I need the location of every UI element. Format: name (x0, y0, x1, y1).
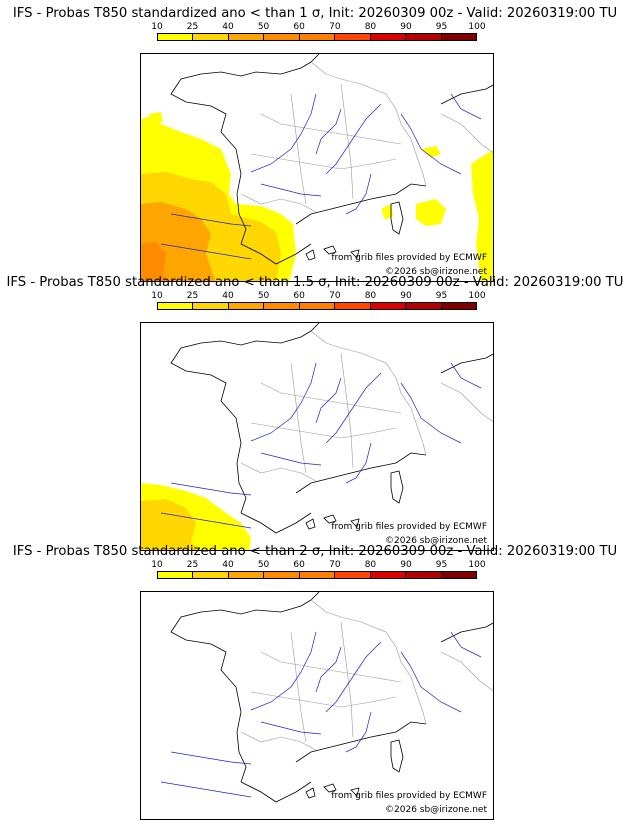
tick-label: 50 (257, 22, 270, 32)
panel-title: IFS - Probas T850 standardized ano < tha… (12, 544, 618, 559)
tick-label: 40 (222, 560, 234, 570)
tick-label: 70 (329, 560, 341, 570)
color-swatch (299, 34, 336, 40)
map-panel-3: IFS - Probas T850 standardized ano < tha… (0, 544, 630, 820)
rivers (160, 631, 482, 798)
tick-label: 95 (435, 291, 448, 301)
data-credit: from grib files provided by ECMWF (331, 253, 487, 263)
color-swatch (228, 572, 265, 578)
probability-map: from grib files provided by ECMWF ©2026 … (140, 591, 494, 820)
tick-label: 100 (468, 22, 486, 32)
color-swatch (264, 34, 300, 40)
map-canvas (141, 54, 493, 281)
tick-label: 10 (151, 560, 163, 570)
panel-title: IFS - Probas T850 standardized ano < tha… (12, 6, 618, 21)
map-canvas (141, 323, 493, 550)
tick-label: 90 (400, 291, 412, 301)
colorbar (157, 33, 477, 41)
colorbar-ticks: 10 25 40 50 60 70 80 90 95 100 (151, 22, 485, 34)
borders (240, 61, 493, 213)
probability-map: from grib files provided by ECMWF ©2026 … (140, 53, 494, 282)
color-swatch (370, 303, 407, 309)
color-swatch (370, 572, 407, 578)
probability-shading (141, 483, 251, 550)
tick-label: 90 (400, 22, 412, 32)
tick-label: 100 (468, 291, 486, 301)
color-swatch (193, 572, 229, 578)
map-panel-2: IFS - Probas T850 standardized ano < tha… (0, 275, 630, 551)
colorbar (157, 302, 477, 310)
tick-label: 60 (293, 291, 305, 301)
colorbar-ticks: 10 25 40 50 60 70 80 90 95 100 (151, 560, 485, 572)
tick-label: 50 (257, 291, 270, 301)
color-swatch (264, 572, 300, 578)
map-panel-1: IFS - Probas T850 standardized ano < tha… (0, 6, 630, 282)
rivers (160, 93, 482, 260)
tick-label: 50 (257, 560, 270, 570)
tick-label: 95 (435, 22, 448, 32)
color-swatch (335, 303, 371, 309)
tick-label: 10 (151, 291, 163, 301)
color-swatch (406, 34, 442, 40)
color-swatch (406, 572, 442, 578)
panel-title: IFS - Probas T850 standardized ano < tha… (6, 275, 624, 290)
tick-label: 25 (186, 560, 199, 570)
map-canvas (160, 592, 493, 803)
tick-label: 80 (364, 560, 377, 570)
color-swatch (406, 303, 442, 309)
copyright-note: ©2026 sb@irizone.net (385, 805, 487, 815)
color-swatch (193, 34, 229, 40)
coastline (170, 323, 493, 534)
borders (240, 330, 493, 482)
color-swatch (264, 303, 300, 309)
color-swatch (158, 303, 194, 309)
color-swatch (370, 34, 407, 40)
colorbar-ticks: 10 25 40 50 60 70 80 90 95 100 (151, 291, 485, 303)
tick-label: 80 (364, 22, 377, 32)
color-swatch (441, 572, 476, 578)
rivers (160, 362, 482, 529)
probability-shading (141, 112, 493, 281)
tick-label: 80 (364, 291, 377, 301)
color-swatch (228, 34, 265, 40)
coastline (170, 592, 493, 803)
tick-label: 70 (329, 291, 341, 301)
tick-label: 10 (151, 22, 163, 32)
color-swatch (299, 572, 336, 578)
borders (240, 599, 493, 751)
copyright-note: ©2026 sb@irizone.net (385, 536, 487, 546)
tick-label: 25 (186, 22, 199, 32)
copyright-note: ©2026 sb@irizone.net (385, 267, 487, 277)
tick-label: 95 (435, 560, 448, 570)
color-swatch (158, 34, 194, 40)
tick-label: 60 (293, 22, 305, 32)
color-swatch (299, 303, 336, 309)
color-swatch (228, 303, 265, 309)
colorbar (157, 571, 477, 579)
data-credit: from grib files provided by ECMWF (331, 522, 487, 532)
color-swatch (158, 572, 194, 578)
tick-label: 60 (293, 560, 305, 570)
color-swatch (335, 34, 371, 40)
color-swatch (441, 303, 476, 309)
color-swatch (193, 303, 229, 309)
color-swatch (441, 34, 476, 40)
tick-label: 40 (222, 22, 234, 32)
tick-label: 70 (329, 22, 341, 32)
tick-label: 90 (400, 560, 412, 570)
color-swatch (335, 572, 371, 578)
data-credit: from grib files provided by ECMWF (331, 791, 487, 801)
tick-label: 25 (186, 291, 199, 301)
tick-label: 100 (468, 560, 486, 570)
tick-label: 40 (222, 291, 234, 301)
probability-map: from grib files provided by ECMWF ©2026 … (140, 322, 494, 551)
